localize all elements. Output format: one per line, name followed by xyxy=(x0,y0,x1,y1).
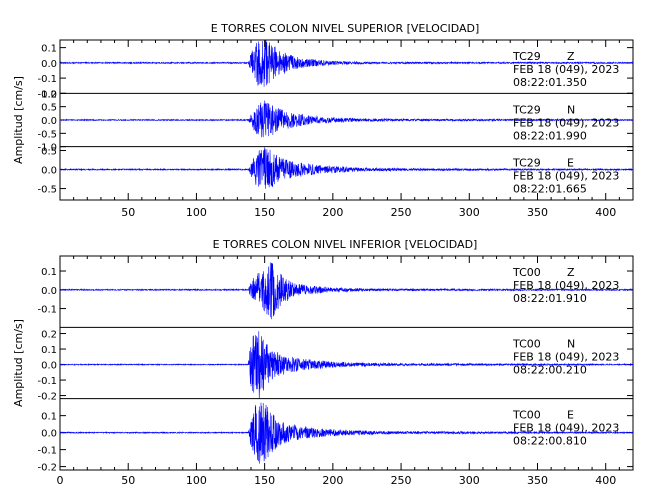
x-tick-label: 350 xyxy=(527,206,548,219)
x-tick-label: 250 xyxy=(391,206,412,219)
station-code: TC00 xyxy=(512,409,541,422)
x-tick-label: 300 xyxy=(459,474,480,487)
waveform-trace xyxy=(59,402,634,464)
y-tick-label: 1.0 xyxy=(41,89,57,100)
y-tick-label: -0.2 xyxy=(37,89,57,100)
y-tick-label: 0.2 xyxy=(41,330,57,341)
event-time: 08:22:01.990 xyxy=(513,129,587,142)
y-tick-label: 0.0 xyxy=(41,286,57,297)
event-time: 08:22:00.810 xyxy=(513,435,587,448)
event-time: 08:22:00.210 xyxy=(513,363,587,376)
station-code: TC00 xyxy=(512,337,541,350)
x-tick-label: 200 xyxy=(322,474,343,487)
event-date: FEB 18 (049), 2023 xyxy=(513,350,619,363)
station-code: TC29 xyxy=(512,103,541,116)
y-tick-label: 0.0 xyxy=(41,166,57,177)
x-tick-label: 50 xyxy=(121,206,135,219)
y-tick-label: -0.1 xyxy=(37,305,57,316)
waveform-trace xyxy=(59,262,634,320)
y-tick-label: -0.5 xyxy=(37,129,57,140)
x-tick-label: 350 xyxy=(527,474,548,487)
x-tick-label: 400 xyxy=(595,206,616,219)
event-date: FEB 18 (049), 2023 xyxy=(513,170,619,183)
waveform-trace xyxy=(59,331,634,399)
waveform-trace xyxy=(59,100,634,138)
y-axis-label: Amplitud [cm/s] xyxy=(12,319,25,407)
x-tick-label: 250 xyxy=(391,474,412,487)
y-tick-label: 0.1 xyxy=(41,345,57,356)
y-tick-label: 0.5 xyxy=(41,146,57,157)
event-time: 08:22:01.910 xyxy=(513,292,587,305)
event-date: FEB 18 (049), 2023 xyxy=(513,63,619,76)
component-label: Z xyxy=(567,266,575,279)
waveform-trace xyxy=(59,39,634,87)
x-tick-label: 300 xyxy=(459,206,480,219)
component-label: N xyxy=(567,103,575,116)
y-tick-label: -0.1 xyxy=(37,376,57,387)
y-tick-label: 0.0 xyxy=(41,59,57,70)
x-tick-label: 0 xyxy=(57,474,64,487)
y-tick-label: 0.1 xyxy=(41,412,57,423)
y-tick-label: -0.1 xyxy=(37,74,57,85)
y-tick-label: -0.2 xyxy=(37,463,57,474)
x-tick-label: 100 xyxy=(186,474,207,487)
x-tick-label: 150 xyxy=(254,474,275,487)
y-tick-label: -0.1 xyxy=(37,446,57,457)
y-tick-label: -1.0 xyxy=(37,143,57,154)
station-code: TC00 xyxy=(512,266,541,279)
y-tick-label: 0.0 xyxy=(41,361,57,372)
y-tick-label: -0.2 xyxy=(37,392,57,403)
y-tick-label: 0.0 xyxy=(41,116,57,127)
event-date: FEB 18 (049), 2023 xyxy=(513,279,619,292)
component-label: N xyxy=(567,337,575,350)
station-code: TC29 xyxy=(512,50,541,63)
y-tick-label: -0.5 xyxy=(37,185,57,196)
x-tick-label: 150 xyxy=(254,206,275,219)
event-time: 08:22:01.350 xyxy=(513,76,587,89)
y-axis-label: Amplitud [cm/s] xyxy=(12,76,25,164)
component-label: E xyxy=(567,409,574,422)
x-tick-label: 100 xyxy=(186,206,207,219)
y-tick-label: 0.0 xyxy=(41,429,57,440)
event-date: FEB 18 (049), 2023 xyxy=(513,116,619,129)
y-tick-label: 0.5 xyxy=(41,103,57,114)
x-tick-label: 400 xyxy=(595,474,616,487)
y-tick-label: 0.1 xyxy=(41,267,57,278)
y-tick-label: 0.1 xyxy=(41,44,57,55)
station-code: TC29 xyxy=(512,157,541,170)
event-date: FEB 18 (049), 2023 xyxy=(513,422,619,435)
component-label: E xyxy=(567,157,574,170)
chart-title: E TORRES COLON NIVEL SUPERIOR [VELOCIDAD… xyxy=(211,22,480,35)
waveform-trace xyxy=(59,147,634,189)
x-tick-label: 50 xyxy=(121,474,135,487)
component-label: Z xyxy=(567,50,575,63)
x-tick-label: 200 xyxy=(322,206,343,219)
chart-title: E TORRES COLON NIVEL INFERIOR [VELOCIDAD… xyxy=(213,238,478,251)
event-time: 08:22:01.665 xyxy=(513,183,587,196)
